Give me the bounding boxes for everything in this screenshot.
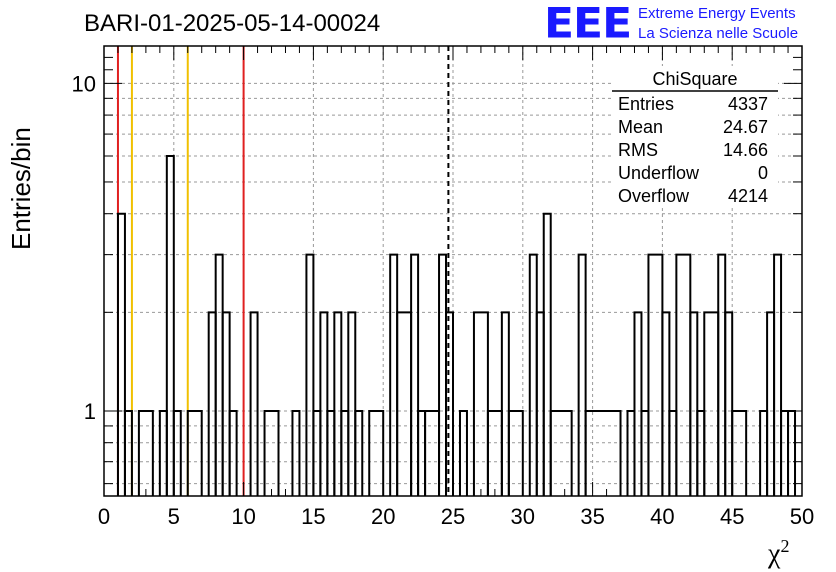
histogram-bin <box>186 409 203 496</box>
x-tick-label: 50 <box>790 504 814 529</box>
histogram-bin <box>689 311 699 496</box>
histogram-bin <box>137 409 154 496</box>
x-tick-label: 25 <box>441 504 465 529</box>
histogram-bin <box>577 253 587 496</box>
histogram-bin <box>347 311 357 496</box>
histogram-bin <box>717 253 727 496</box>
x-tick-label: 40 <box>650 504 674 529</box>
histogram-bin <box>528 253 538 496</box>
logo-line2: La Scienza nelle Scuole <box>638 25 799 42</box>
histogram-bin <box>221 311 231 496</box>
histogram-bin <box>647 253 664 496</box>
x-tick-label: 20 <box>371 504 395 529</box>
stats-row-value: 24.67 <box>723 117 768 137</box>
histogram-bin <box>263 409 280 496</box>
histogram-bin <box>507 409 524 496</box>
histogram-bin <box>228 409 238 496</box>
y-tick-label: 1 <box>84 399 96 424</box>
histogram-bin <box>438 253 448 496</box>
x-axis-label: χ2 <box>768 536 789 570</box>
x-axis-label-symbol: χ <box>768 538 781 570</box>
histogram-bin <box>214 253 224 496</box>
histogram-bin <box>368 409 385 496</box>
histogram-bin <box>703 311 720 496</box>
y-tick-label: 10 <box>72 71 96 96</box>
x-axis-label-sup: 2 <box>780 536 790 556</box>
histogram-bin <box>458 409 468 496</box>
histogram-bin <box>116 212 126 496</box>
histogram-bin <box>172 409 182 496</box>
histogram-bin <box>661 311 671 496</box>
histogram-bin <box>633 311 643 496</box>
histogram-bin <box>724 311 734 496</box>
x-tick-label: 30 <box>511 504 535 529</box>
y-axis-label: Entries/bin <box>6 127 36 250</box>
x-tick-label: 35 <box>580 504 604 529</box>
histogram-bin <box>445 311 454 496</box>
stats-row-label: RMS <box>618 140 658 160</box>
stats-row-label: Entries <box>618 94 674 114</box>
histogram-bin <box>333 311 343 496</box>
x-tick-label: 45 <box>720 504 744 529</box>
x-tick-label: 10 <box>231 504 255 529</box>
histogram-bin <box>249 311 259 496</box>
stats-row-label: Mean <box>618 117 663 137</box>
histogram-bin <box>584 409 622 496</box>
histogram-bin <box>542 212 552 496</box>
histogram-bin <box>500 311 510 496</box>
stats-box <box>612 66 778 208</box>
stats-row-label: Underflow <box>618 163 700 183</box>
histogram-bin <box>396 311 413 496</box>
histogram-bin <box>305 253 315 496</box>
stats-row-value: 0 <box>758 163 768 183</box>
histogram-bin <box>549 409 573 496</box>
stats-row-value: 14.66 <box>723 140 768 160</box>
histogram-bin <box>165 155 175 496</box>
histogram-bin <box>410 253 420 496</box>
histogram-bin <box>354 409 364 496</box>
chart-title: BARI-01-2025-05-14-00024 <box>84 10 381 37</box>
x-tick-label: 15 <box>301 504 325 529</box>
histogram-bin <box>389 253 399 496</box>
histogram-bin <box>472 311 489 496</box>
histogram-bin <box>675 253 692 496</box>
histogram-bin <box>207 311 217 496</box>
stats-row-value: 4214 <box>728 186 768 206</box>
logo-line1: Extreme Energy Events <box>638 5 796 22</box>
logo-caption: Extreme Energy Events La Scienza nelle S… <box>638 4 798 44</box>
x-tick-label: 0 <box>98 504 110 529</box>
x-tick-label: 5 <box>168 504 180 529</box>
histogram-bin <box>766 311 776 496</box>
eee-logo: EEE <box>544 0 632 48</box>
histogram-bin <box>773 253 783 496</box>
stats-row-value: 4337 <box>728 94 768 114</box>
histogram-bin <box>535 311 545 496</box>
histogram-bin <box>123 409 133 496</box>
histogram-bin <box>291 409 301 496</box>
histogram-bin <box>319 311 329 496</box>
stats-box-title: ChiSquare <box>652 69 737 89</box>
histogram-bin <box>731 409 748 496</box>
stats-row-label: Overflow <box>618 186 690 206</box>
